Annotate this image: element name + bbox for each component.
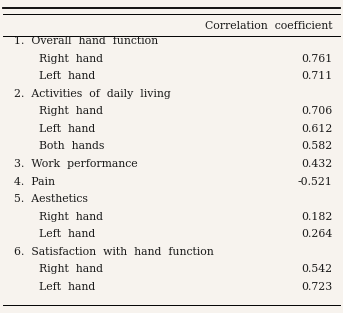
Text: Left  hand: Left hand <box>39 229 96 239</box>
Text: 0.723: 0.723 <box>301 282 333 292</box>
Text: 0.761: 0.761 <box>301 54 333 64</box>
Text: 0.612: 0.612 <box>301 124 333 134</box>
Text: 4.  Pain: 4. Pain <box>14 177 55 187</box>
Text: 6.  Satisfaction  with  hand  function: 6. Satisfaction with hand function <box>14 247 213 257</box>
Text: 0.182: 0.182 <box>301 212 333 222</box>
Text: Left  hand: Left hand <box>39 71 96 81</box>
Text: 3.  Work  performance: 3. Work performance <box>14 159 137 169</box>
Text: 5.  Aesthetics: 5. Aesthetics <box>14 194 87 204</box>
Text: Left  hand: Left hand <box>39 282 96 292</box>
Text: Right  hand: Right hand <box>39 106 104 116</box>
Text: 1.  Overall  hand  function: 1. Overall hand function <box>14 36 158 46</box>
Text: 0.711: 0.711 <box>301 71 333 81</box>
Text: Right  hand: Right hand <box>39 54 104 64</box>
Text: 0.706: 0.706 <box>301 106 333 116</box>
Text: 0.432: 0.432 <box>301 159 333 169</box>
Text: Right  hand: Right hand <box>39 264 104 274</box>
Text: 0.542: 0.542 <box>301 264 333 274</box>
Text: 0.582: 0.582 <box>301 141 333 151</box>
Text: -0.521: -0.521 <box>298 177 333 187</box>
Text: Both  hands: Both hands <box>39 141 105 151</box>
Text: 0.264: 0.264 <box>301 229 333 239</box>
Text: Correlation  coefficient: Correlation coefficient <box>205 21 333 31</box>
Text: 2.  Activities  of  daily  living: 2. Activities of daily living <box>14 89 170 99</box>
Text: Left  hand: Left hand <box>39 124 96 134</box>
Text: Right  hand: Right hand <box>39 212 104 222</box>
